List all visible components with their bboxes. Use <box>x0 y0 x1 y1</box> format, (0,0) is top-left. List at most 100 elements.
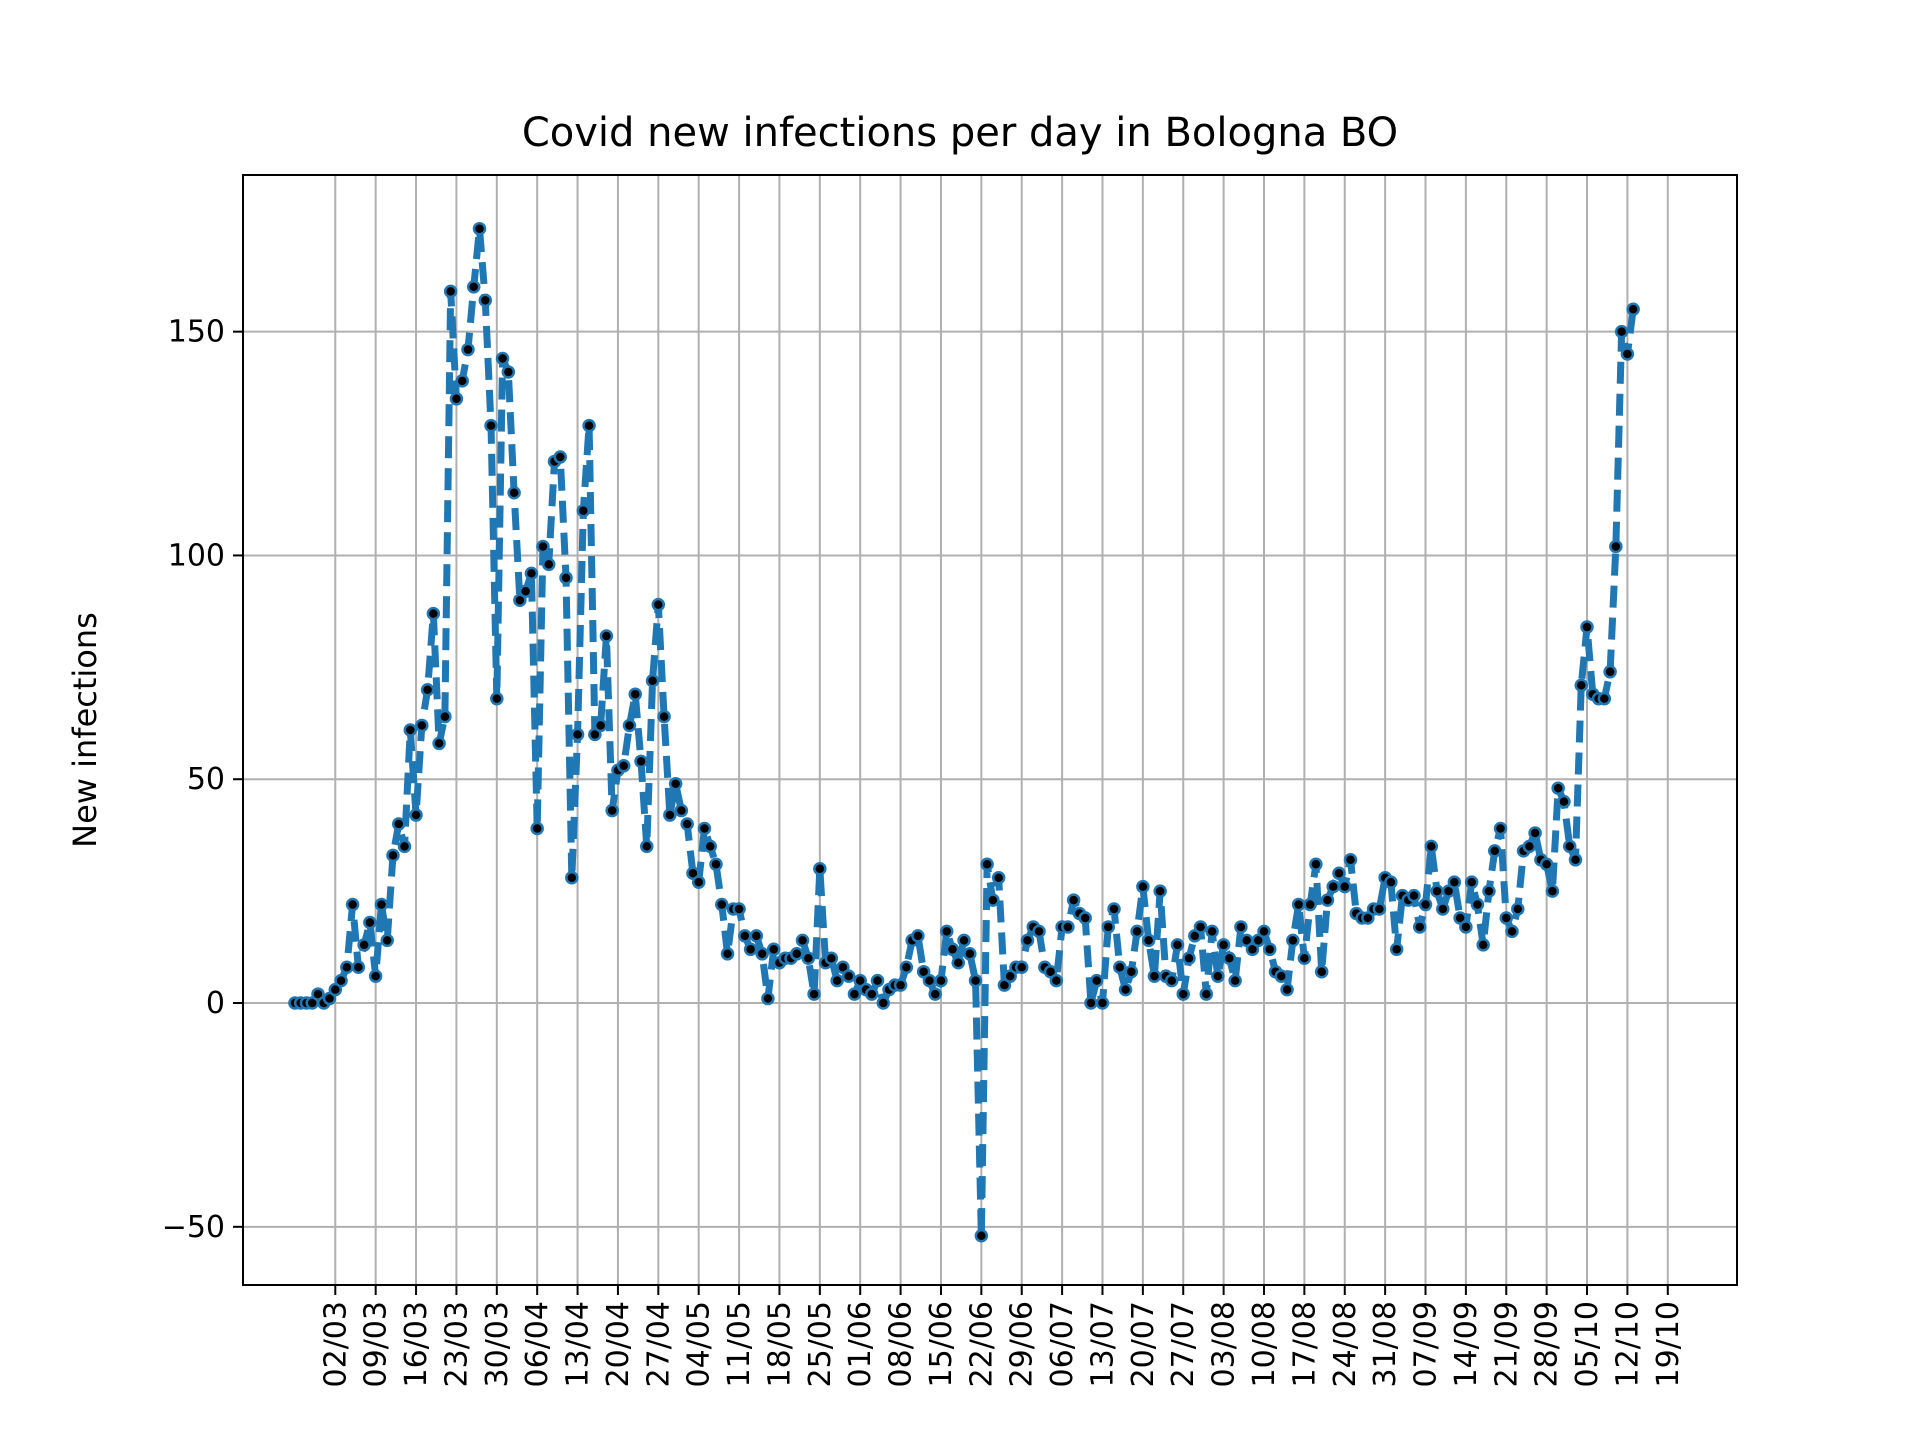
x-tick-label: 08/06 <box>884 1301 919 1387</box>
x-tick-label: 06/07 <box>1045 1301 1080 1387</box>
grid-lines <box>243 175 1737 1285</box>
data-point <box>640 839 654 854</box>
data-point <box>738 929 752 943</box>
x-tick-label: 29/06 <box>1005 1301 1040 1387</box>
data-point <box>911 929 925 943</box>
data-point <box>628 687 642 701</box>
data-point <box>1476 938 1490 952</box>
y-tick-label: 50 <box>187 762 225 797</box>
data-point <box>968 973 983 988</box>
data-point <box>593 718 608 733</box>
data-point <box>484 418 498 433</box>
data-point <box>899 960 914 974</box>
data-point <box>1487 844 1502 858</box>
data-point <box>1528 826 1542 840</box>
data-point <box>1436 902 1450 916</box>
data-point <box>1216 938 1231 952</box>
data-point <box>1338 879 1352 894</box>
data-point <box>1280 982 1294 997</box>
data-point <box>345 897 360 912</box>
x-tick-label: 31/08 <box>1368 1301 1403 1387</box>
data-point <box>1597 691 1612 706</box>
data-point <box>715 897 729 912</box>
data-point <box>357 938 371 952</box>
data-point <box>1545 884 1560 898</box>
data-point <box>1493 821 1508 836</box>
data-point <box>1320 893 1335 907</box>
data-point <box>1205 924 1219 939</box>
data-point <box>945 942 960 957</box>
data-point <box>1482 884 1496 898</box>
data-point <box>524 566 539 581</box>
data-point <box>368 969 383 983</box>
data-point <box>1263 942 1277 957</box>
data-point <box>478 293 493 308</box>
x-tick-label: 05/10 <box>1570 1301 1605 1387</box>
data-point <box>1372 902 1387 916</box>
data-point <box>415 718 429 733</box>
data-point <box>645 674 660 688</box>
data-point <box>1193 920 1208 934</box>
data-point <box>1113 960 1127 974</box>
data-point <box>1199 987 1214 1001</box>
x-tick-label: 15/06 <box>924 1301 959 1387</box>
x-tick-label: 06/04 <box>520 1301 555 1387</box>
x-tick-label: 17/08 <box>1287 1301 1322 1387</box>
data-point <box>553 450 568 464</box>
x-tick-label: 23/03 <box>439 1301 474 1387</box>
data-point <box>438 709 452 724</box>
data-point <box>1107 902 1121 916</box>
data-point <box>1257 924 1271 939</box>
y-tick-label: 0 <box>206 986 225 1021</box>
data-point <box>1118 982 1133 997</box>
x-tick-label: 02/03 <box>318 1301 353 1387</box>
data-point <box>986 893 1000 907</box>
data-point <box>1499 911 1514 925</box>
x-tick-label: 07/09 <box>1409 1301 1444 1387</box>
data-point <box>1505 924 1519 939</box>
data-point <box>1032 924 1046 939</box>
data-point <box>697 821 712 836</box>
data-point <box>1124 964 1139 979</box>
data-point <box>691 875 706 889</box>
data-point <box>1066 893 1081 907</box>
data-point <box>576 503 591 518</box>
data-point <box>1326 879 1340 894</box>
data-point <box>518 584 533 598</box>
data-point <box>1539 857 1554 872</box>
data-point <box>374 897 389 912</box>
data-point <box>340 960 354 974</box>
data-point <box>934 973 948 988</box>
x-tick-label: 30/03 <box>480 1301 515 1387</box>
data-point <box>541 557 556 572</box>
data-point <box>472 221 487 236</box>
data-point <box>657 709 671 724</box>
data-point <box>1603 665 1617 679</box>
x-tick-label: 04/05 <box>682 1301 717 1387</box>
data-point <box>755 947 769 961</box>
x-tick-label: 20/04 <box>601 1301 636 1387</box>
x-tick-label: 10/08 <box>1247 1301 1282 1387</box>
data-point <box>559 571 573 585</box>
data-point <box>651 597 666 612</box>
data-point <box>674 803 689 818</box>
data-point <box>680 817 694 831</box>
data-point <box>1020 933 1035 948</box>
x-tick-label: 18/05 <box>762 1301 797 1387</box>
data-point <box>403 723 418 737</box>
data-point <box>1568 853 1583 867</box>
data-point <box>963 947 977 961</box>
data-point <box>801 951 816 966</box>
data-point <box>1418 897 1433 912</box>
data-point <box>1303 897 1317 912</box>
data-point <box>1014 960 1029 974</box>
data-point <box>1407 888 1421 903</box>
data-point <box>466 280 481 294</box>
data-point <box>893 978 908 992</box>
data-point <box>743 942 758 957</box>
data-point <box>1089 973 1104 988</box>
y-axis-label: New infections <box>66 612 104 848</box>
data-point <box>1228 973 1242 988</box>
